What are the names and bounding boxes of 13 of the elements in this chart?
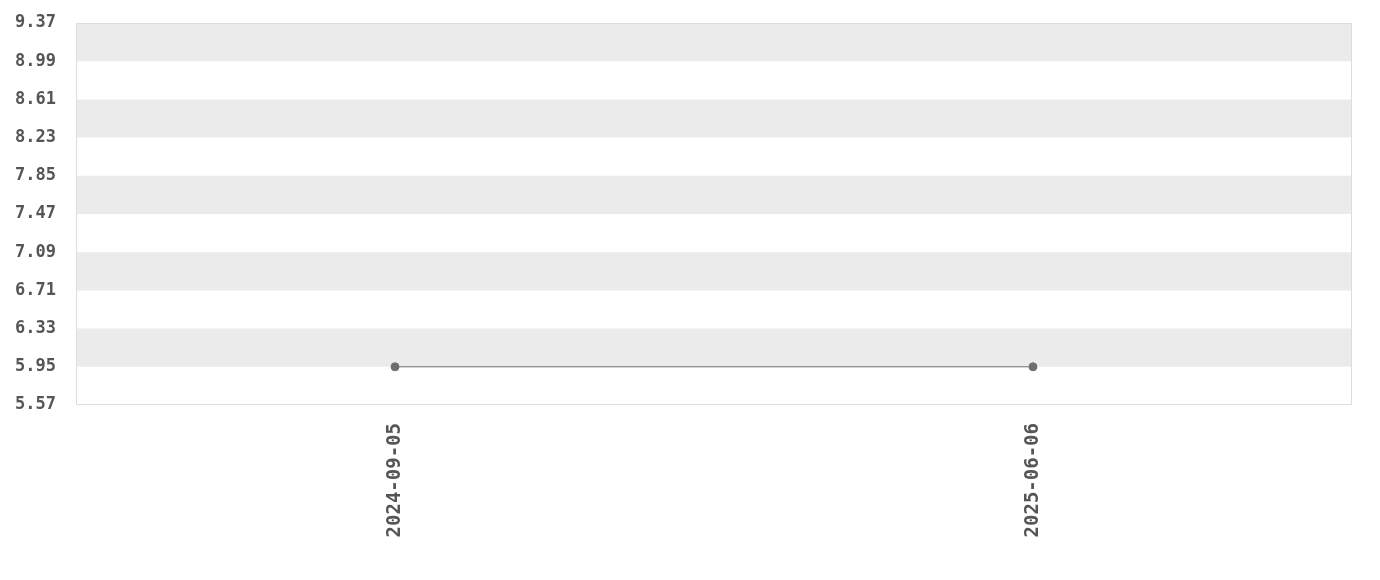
- x-tick-label: 2024-09-05: [381, 423, 404, 538]
- y-tick-label: 9.37: [15, 11, 56, 32]
- x-tick-label: 2025-06-06: [1019, 423, 1042, 538]
- y-tick-label: 7.09: [15, 240, 56, 261]
- y-tick-label: 8.61: [15, 87, 56, 108]
- y-tick-label: 5.95: [15, 355, 56, 376]
- y-tick-label: 8.23: [15, 126, 56, 147]
- y-tick-label: 6.33: [15, 317, 56, 338]
- y-tick-label: 7.47: [15, 202, 56, 223]
- y-tick-label: 5.57: [15, 393, 56, 414]
- y-tick-label: 7.85: [15, 164, 56, 185]
- y-tick-label: 6.71: [15, 278, 56, 299]
- y-tick-label: 8.99: [15, 49, 56, 70]
